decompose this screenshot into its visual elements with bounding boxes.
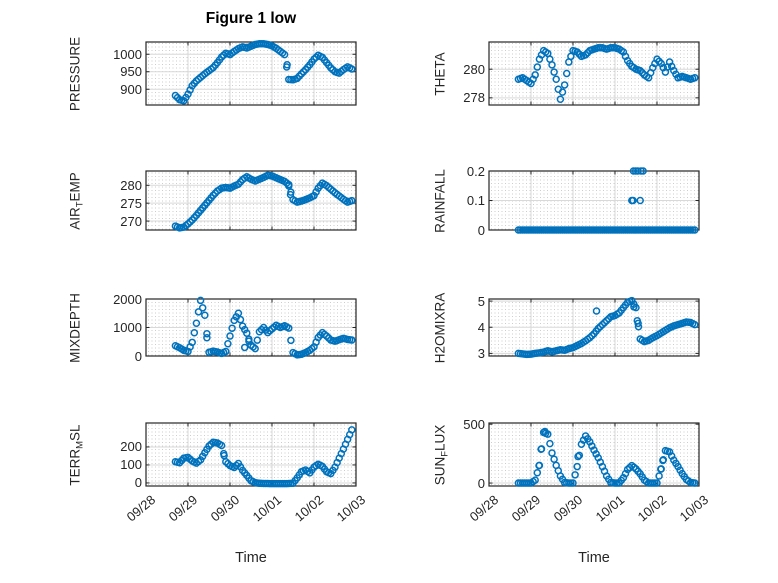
panel-air_temp (145, 170, 357, 232)
pressure-ytick-label: 950 (120, 64, 142, 80)
mixdepth-ytick-label: 1000 (113, 320, 142, 335)
ylabel-subscript: T (74, 200, 86, 207)
tick-marks (145, 298, 357, 357)
ylabel-text: H2OMIXRA (432, 292, 448, 363)
terr_msl-axis-label: TERRMSL (67, 423, 86, 486)
h2omixra-axis-label: H2OMIXRA (433, 292, 448, 363)
x-axis-label-sun_flux: Time (578, 550, 610, 566)
panel-sun_flux (488, 422, 700, 487)
axes-box-air_temp (145, 170, 357, 231)
mixdepth-ytick-label: 0 (134, 348, 142, 364)
sun_flux-ytick-label: 500 (463, 416, 485, 432)
tick-marks (145, 423, 357, 486)
plot-area-sun_flux (489, 423, 699, 486)
ylabel-text: THETA (432, 51, 448, 96)
plot-area-pressure (146, 42, 356, 105)
h2omixra-data-points (514, 296, 699, 359)
panel-pressure (145, 40, 357, 106)
sun_flux-ytick-label: 0 (477, 475, 485, 491)
ylabel-text: PRESSURE (67, 36, 83, 111)
terr_msl-data-points (171, 426, 356, 488)
ylabel-text: TERR (67, 448, 83, 486)
panel-theta (488, 41, 700, 106)
pressure-ytick-label: 1000 (113, 46, 142, 62)
terr_msl-ytick-label: 0 (134, 475, 142, 491)
mixdepth-ytick-label: 2000 (113, 291, 142, 307)
pressure-ytick-label: 900 (120, 81, 142, 97)
rainfall-ytick-label: 0.1 (466, 193, 485, 208)
ylabel-text: AIR (67, 206, 83, 230)
h2omixra-ytick-label: 4 (477, 319, 485, 335)
figure-title: Figure 1 low (205, 10, 297, 27)
air_temp-ytick-label: 280 (120, 177, 142, 193)
ylabel-subscript: M (74, 440, 86, 449)
air_temp-ytick-label: 275 (120, 195, 142, 211)
axes-box-sun_flux (488, 422, 700, 487)
rainfall-ytick-label: 0 (477, 222, 485, 238)
x-axis-label-terr_msl: Time (235, 550, 267, 566)
panel-terr_msl (145, 422, 357, 488)
theta-axis-label: THETA (433, 52, 448, 95)
pressure-axis-label: PRESSURE (68, 36, 83, 110)
ylabel-text: EMP (67, 171, 83, 201)
terr_msl-ytick-label: 100 (120, 457, 142, 473)
panel-h2omixra (488, 296, 700, 359)
air_temp-data-points (171, 171, 356, 232)
axes-box-theta (488, 41, 700, 106)
sun_flux-data-points (514, 427, 699, 487)
terr_msl-ytick-label: 200 (120, 439, 142, 455)
air_temp-axis-label: AIRTEMP (67, 171, 86, 230)
panel-rainfall (488, 167, 700, 234)
rainfall-axis-label: RAINFALL (433, 169, 448, 233)
ylabel-text: SL (67, 423, 83, 441)
sun_flux-axis-label: SUNFLUX (432, 424, 451, 485)
air_temp-ytick-label: 270 (120, 213, 142, 229)
theta-data-points (514, 43, 699, 104)
tick-marks (488, 299, 700, 356)
ylabel-text: MIXDEPTH (67, 292, 83, 363)
theta-ytick-label: 280 (463, 61, 485, 77)
ylabel-text: RAINFALL (432, 168, 448, 233)
mixdepth-data-points (171, 296, 356, 359)
ylabel-text: SUN (432, 456, 448, 485)
axes-box-terr_msl (145, 422, 357, 487)
h2omixra-ytick-label: 3 (477, 345, 485, 361)
rainfall-data-points (514, 167, 699, 234)
mixdepth-axis-label: MIXDEPTH (68, 293, 83, 363)
ylabel-subscript: F (439, 450, 451, 457)
pressure-data-points (171, 40, 356, 105)
h2omixra-ytick-label: 5 (477, 293, 485, 309)
ylabel-text: LUX (432, 424, 448, 451)
theta-ytick-label: 278 (463, 90, 485, 106)
rainfall-ytick-label: 0.2 (466, 163, 485, 179)
tick-marks (488, 42, 700, 105)
panel-mixdepth (145, 296, 357, 359)
axes-box-pressure (145, 41, 357, 106)
